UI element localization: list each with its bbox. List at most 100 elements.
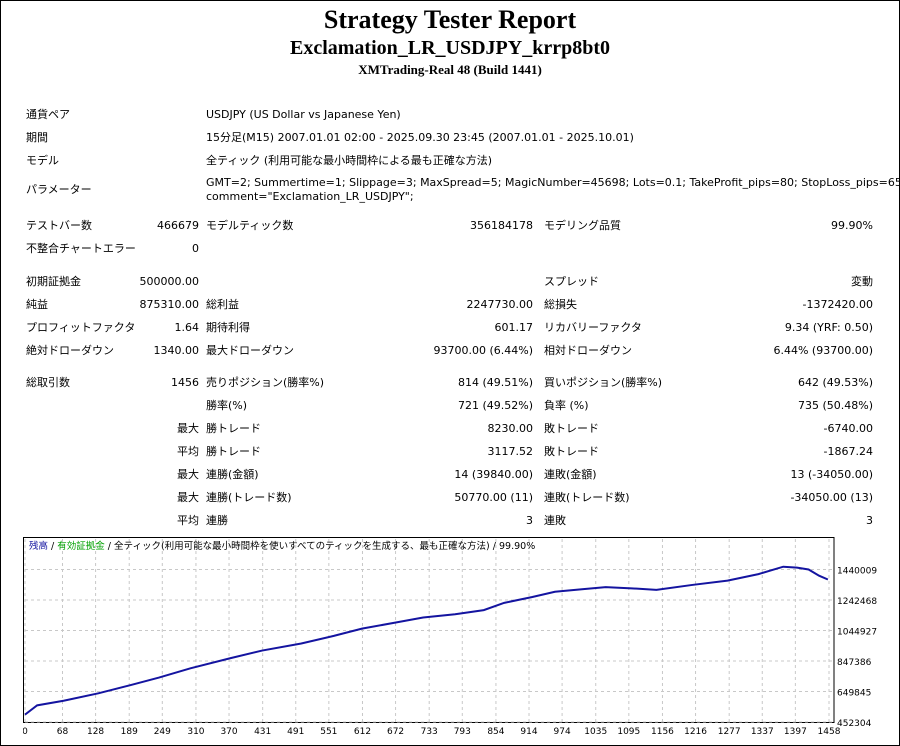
stat-label: リカバリーファクタ: [544, 321, 642, 334]
legend-sep: /: [48, 541, 57, 552]
stat-label: 勝トレード: [206, 422, 261, 435]
stat-value: 6.44% (93700.00): [773, 344, 873, 357]
stat-label: 連勝: [206, 514, 228, 527]
stat-label: 連敗(金額): [544, 468, 597, 481]
x-tick-label: 854: [487, 727, 504, 737]
stat-value: -34050.00 (13): [790, 491, 873, 504]
stat-label: スプレッド: [544, 275, 599, 288]
stat-label: 連敗(トレード数): [544, 491, 630, 504]
stat-value: 2247730.00: [466, 298, 533, 311]
x-tick-label: 1397: [784, 727, 807, 737]
stat-value: 814 (49.51%): [457, 376, 533, 389]
stat-value: -1867.24: [823, 445, 873, 458]
info-label: モデル: [26, 154, 59, 167]
y-tick-label: 1242468: [837, 597, 877, 607]
x-tick-label: 672: [387, 727, 404, 737]
stat-label: 総取引数: [26, 376, 70, 389]
stat-label: 負率 (%): [544, 399, 589, 412]
y-tick-label: 452304: [837, 719, 872, 729]
stat-value: 99.90%: [831, 219, 873, 232]
x-tick-label: 1035: [584, 727, 607, 737]
stat-value: 601.17: [494, 321, 534, 334]
stat-label: 初期証拠金: [26, 275, 81, 288]
stat-value: 500000.00: [139, 275, 200, 288]
stat-value: 3117.52: [487, 445, 534, 458]
stat-value: 1340.00: [153, 344, 200, 357]
stat-value: 最大: [177, 468, 199, 481]
x-tick-label: 1337: [751, 727, 774, 737]
x-tick-label: 1277: [718, 727, 741, 737]
parameters-line2: comment="Exclamation_LR_USDJPY";: [206, 190, 414, 203]
stat-label: 敗トレード: [544, 445, 599, 458]
stat-label: 絶対ドローダウン: [26, 344, 114, 357]
x-tick-label: 612: [354, 727, 371, 737]
stat-value: 466679: [157, 219, 199, 232]
legend-model: 全ティック(利用可能な最小時間枠を使いすべてのティックを生成する、最も正確な方法…: [114, 540, 490, 552]
x-tick-label: 431: [254, 727, 271, 737]
stat-label: モデリング品質: [544, 219, 621, 232]
stat-value: 平均: [177, 445, 199, 458]
server-build: XMTrading-Real 48 (Build 1441): [358, 62, 542, 77]
x-tick-label: 733: [421, 727, 438, 737]
stat-value: 平均: [177, 514, 199, 527]
info-value: USDJPY (US Dollar vs Japanese Yen): [206, 108, 401, 121]
stat-value: 356184178: [470, 219, 533, 232]
stat-value: 3: [866, 514, 873, 527]
stat-value: 0: [192, 242, 199, 255]
stat-value: 3: [526, 514, 533, 527]
stat-value: 642 (49.53%): [797, 376, 873, 389]
y-tick-label: 1044927: [837, 628, 877, 638]
stat-value: 9.34 (YRF: 0.50): [784, 321, 873, 334]
y-tick-label: 847386: [837, 658, 872, 668]
stat-label: 連勝(トレード数): [206, 491, 292, 504]
stat-label: プロフィットファクタ: [26, 321, 136, 334]
stat-value: 8230.00: [487, 422, 534, 435]
stat-label: 相対ドローダウン: [544, 344, 632, 357]
stat-value: 1456: [171, 376, 199, 389]
y-tick-label: 649845: [837, 689, 871, 699]
stat-value: 14 (39840.00): [454, 468, 533, 481]
x-tick-label: 974: [554, 727, 571, 737]
x-tick-label: 1458: [818, 727, 841, 737]
stat-label: 総利益: [206, 298, 239, 311]
parameters-line1: GMT=2; Summertime=1; Slippage=3; MaxSpre…: [206, 176, 900, 189]
balance-line: [24, 565, 829, 716]
x-tick-label: 551: [320, 727, 337, 737]
info-label: パラメーター: [26, 183, 92, 196]
stat-value: 735 (50.48%): [797, 399, 873, 412]
stat-label: 敗トレード: [544, 422, 599, 435]
x-tick-label: 249: [154, 727, 171, 737]
x-tick-label: 491: [287, 727, 304, 737]
x-tick-label: 1156: [651, 727, 674, 737]
info-label: 期間: [26, 131, 48, 144]
stat-label: テストバー数: [26, 219, 92, 232]
stat-label: 期待利得: [206, 321, 250, 334]
stat-label: 最大ドローダウン: [206, 344, 294, 357]
info-label: 通貨ペア: [26, 108, 70, 121]
stat-label: 連敗: [544, 514, 566, 527]
stat-value: 変動: [851, 275, 873, 288]
stat-label: モデルティック数: [206, 219, 294, 232]
stat-value: -1372420.00: [802, 298, 873, 311]
x-tick-label: 1216: [684, 727, 707, 737]
info-value: 15分足(M15) 2007.01.01 02:00 - 2025.09.30 …: [206, 131, 634, 144]
stat-value: -6740.00: [823, 422, 873, 435]
stat-label: 純益: [26, 298, 48, 311]
legend-sep: /: [490, 541, 499, 552]
stat-label: 連勝(金額): [206, 468, 259, 481]
stat-value: 721 (49.52%): [457, 399, 533, 412]
stat-label: 不整合チャートエラー: [26, 242, 136, 255]
stat-value: 最大: [177, 422, 199, 435]
stat-value: 875310.00: [139, 298, 200, 311]
stat-label: 総損失: [544, 298, 577, 311]
x-tick-label: 793: [454, 727, 471, 737]
stat-value: 13 (-34050.00): [790, 468, 873, 481]
legend-equity: 有効証拠金: [57, 540, 105, 552]
stat-value: 1.64: [174, 321, 200, 334]
info-value: 全ティック (利用可能な最小時間枠による最も正確な方法): [206, 154, 493, 167]
balance-chart: 0 68 128 189 249 310 370 431 491 551 612 672 733 793 8…: [23, 537, 877, 737]
y-tick-label: 1440009: [837, 567, 877, 577]
legend-balance: 残高: [29, 540, 48, 552]
x-tick-label: 914: [520, 727, 537, 737]
x-tick-label: 1095: [617, 727, 640, 737]
